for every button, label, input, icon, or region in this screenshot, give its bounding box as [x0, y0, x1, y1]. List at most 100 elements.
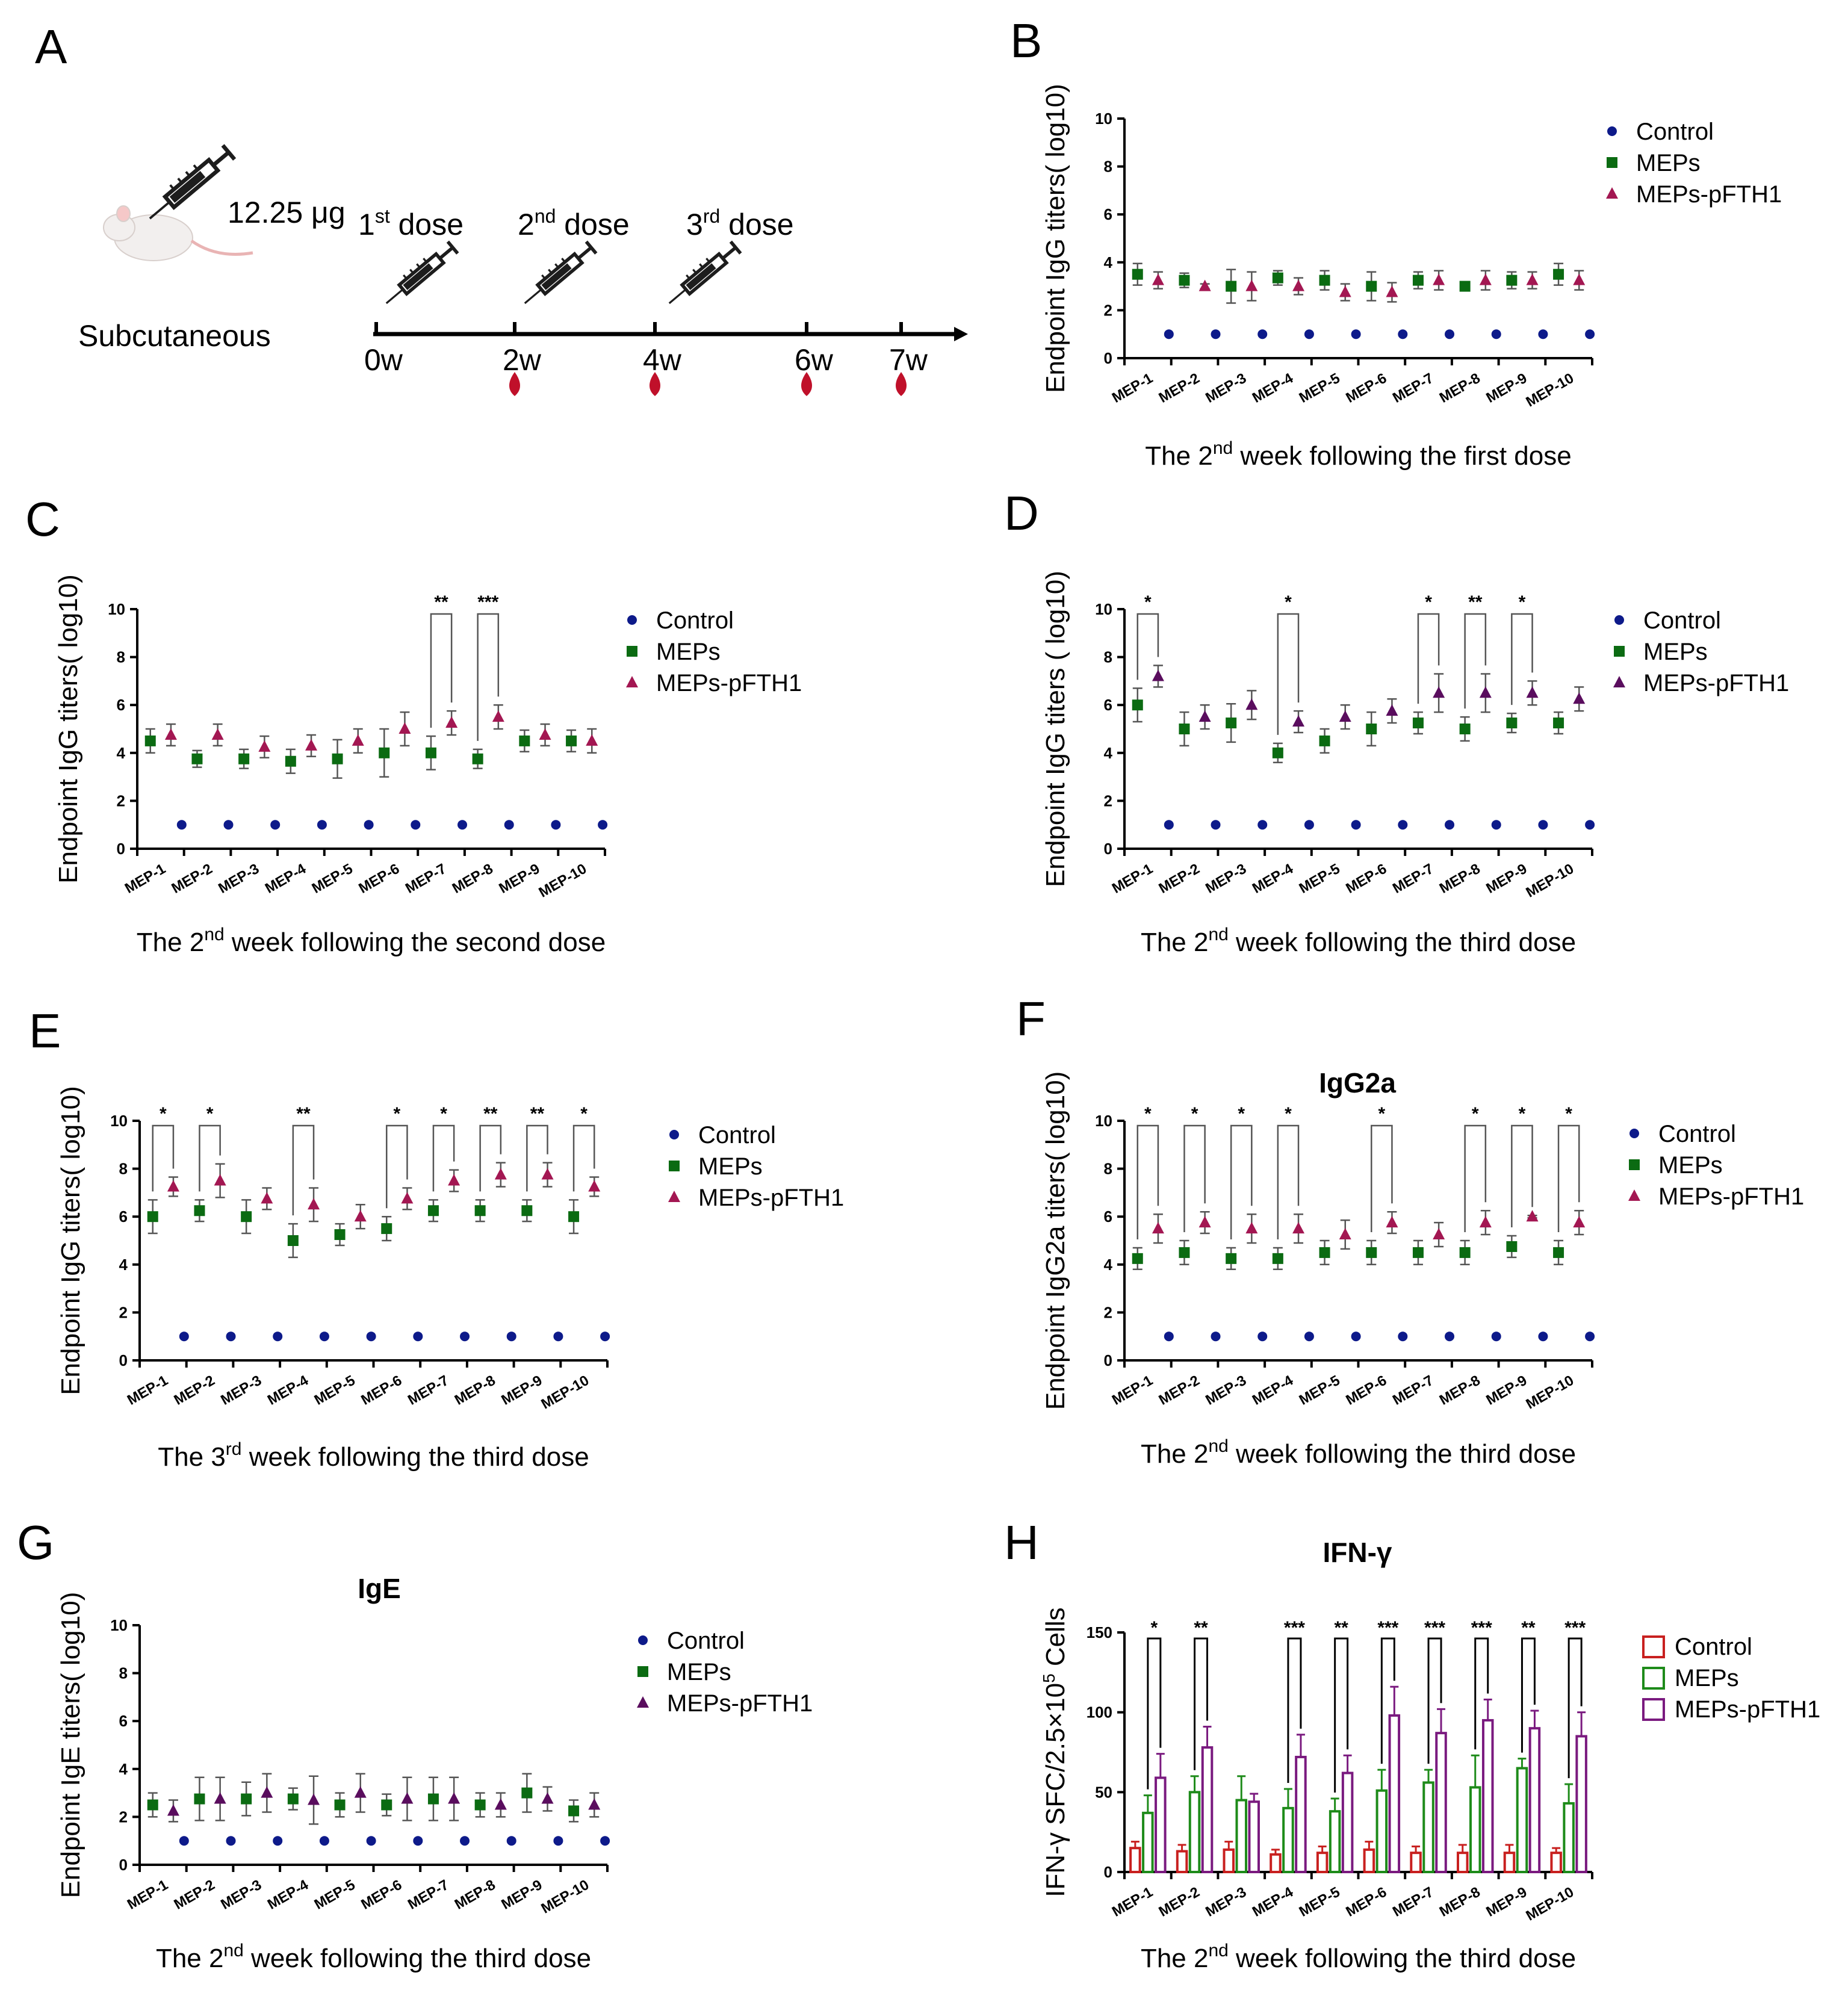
- syringe-plunger: [212, 150, 230, 167]
- marker-meps: [285, 755, 296, 767]
- chart-title: IgE: [358, 1573, 401, 1604]
- marker-meps: [1272, 272, 1283, 284]
- syringe-icon: [668, 240, 742, 305]
- x-tick-label: MEP-4: [1250, 860, 1297, 896]
- sig-bracket: [152, 1124, 175, 1192]
- marker-meps-pfth1: [541, 1792, 554, 1804]
- marker-meps: [334, 1229, 346, 1241]
- marker-meps-pfth1: [1573, 273, 1586, 285]
- week-label: 4w: [643, 343, 682, 377]
- marker-meps: [519, 735, 530, 746]
- x-tick-label: MEP-2: [1156, 1372, 1203, 1409]
- marker-meps: [521, 1787, 533, 1799]
- y-axis-title: Endpoint IgE titers( log10): [56, 1592, 85, 1898]
- y-tick-label: 4: [119, 1256, 128, 1274]
- x-tick-label: MEP-5: [1297, 370, 1343, 406]
- marker-meps-pfth1: [1292, 1222, 1305, 1234]
- marker-control: [270, 820, 281, 830]
- x-tick-label: MEP-10: [1524, 1884, 1577, 1924]
- bar-meps-pfth1: [1575, 1735, 1587, 1873]
- sig-label: *: [160, 1104, 167, 1124]
- sig-label: **: [434, 592, 448, 612]
- y-tick-label: 10: [110, 1616, 128, 1634]
- marker-meps: [287, 1793, 299, 1805]
- chart-title: IFN-γ: [1323, 1537, 1392, 1568]
- sig-bracket: [477, 613, 500, 741]
- y-tick-label: 4: [1104, 744, 1113, 762]
- syringe-icon: [524, 240, 598, 305]
- marker-control: [1445, 820, 1455, 830]
- y-tick-label: 100: [1087, 1703, 1112, 1722]
- syringe-tick: [554, 263, 559, 268]
- legend-swatch: [1642, 1698, 1665, 1721]
- sig-label: *: [1238, 1104, 1245, 1124]
- marker-meps-pfth1: [1245, 1222, 1258, 1234]
- x-tick-label: MEP-10: [536, 861, 590, 901]
- marker-meps: [1132, 268, 1143, 280]
- marker-control: [413, 1836, 423, 1846]
- x-tick-label: MEP-2: [169, 861, 215, 897]
- marker-meps-pfth1: [211, 728, 224, 740]
- marker-control: [457, 820, 468, 830]
- sig-bracket: [1567, 1637, 1583, 1779]
- bar-meps-pfth1: [1155, 1776, 1167, 1874]
- sig-label: **: [1468, 592, 1483, 612]
- x-tick-label: MEP-2: [172, 1877, 218, 1913]
- sig-label: **: [530, 1104, 545, 1124]
- bar-meps-pfth1: [1388, 1714, 1401, 1874]
- sig-label: *: [1144, 592, 1152, 612]
- x-tick-label: MEP-1: [1109, 1372, 1156, 1409]
- marker-control: [1351, 820, 1361, 830]
- sig-bracket: [432, 1124, 455, 1192]
- y-tick-label: 6: [119, 1207, 128, 1226]
- y-tick-label: 0: [119, 1856, 128, 1874]
- marker-meps-pfth1: [1433, 1228, 1445, 1240]
- sig-bracket: [1511, 1124, 1533, 1228]
- marker-control: [460, 1836, 470, 1846]
- marker-control: [226, 1836, 236, 1846]
- legend-marker: [1613, 676, 1625, 687]
- legend-label: Control: [656, 607, 734, 634]
- marker-meps-pfth1: [448, 1792, 460, 1804]
- legend-marker: [1606, 187, 1618, 199]
- marker-control: [1538, 820, 1548, 830]
- bar-meps-pfth1: [1201, 1746, 1214, 1874]
- sig-bracket: [1464, 613, 1487, 709]
- legend-label: MEPs: [698, 1153, 763, 1180]
- marker-control: [1491, 1331, 1501, 1342]
- sig-label: **: [296, 1104, 311, 1124]
- marker-control: [1398, 1331, 1408, 1342]
- marker-meps: [191, 753, 203, 764]
- marker-control: [551, 820, 561, 830]
- marker-meps-pfth1: [308, 1198, 320, 1210]
- panel-label-f: F: [1016, 992, 1046, 1046]
- x-tick-label: MEP-4: [265, 1372, 312, 1408]
- legend-label: Control: [1636, 119, 1714, 145]
- marker-control: [223, 820, 234, 830]
- marker-meps-pfth1: [352, 734, 364, 746]
- y-tick-label: 6: [1104, 1207, 1112, 1226]
- legend-label: MEPs: [1658, 1152, 1723, 1179]
- marker-meps: [147, 1799, 158, 1811]
- y-tick-label: 4: [119, 1760, 128, 1778]
- marker-control: [1538, 329, 1548, 339]
- sig-label: *: [1191, 1104, 1198, 1124]
- marker-meps: [1412, 274, 1424, 286]
- x-tick-label: MEP-7: [1390, 1372, 1436, 1409]
- marker-control: [598, 820, 608, 830]
- marker-control: [179, 1836, 189, 1846]
- marker-control: [411, 820, 421, 830]
- y-tick-label: 10: [1095, 110, 1112, 128]
- x-tick-label: MEP-7: [1390, 861, 1436, 897]
- x-tick-label: MEP-9: [496, 861, 542, 897]
- bar-meps: [1516, 1767, 1528, 1874]
- week-label: 7w: [889, 343, 928, 377]
- syringe-plunger: [438, 246, 454, 260]
- x-tick-label: MEP-8: [450, 861, 496, 897]
- marker-meps-pfth1: [305, 739, 318, 751]
- marker-meps: [1553, 1247, 1564, 1258]
